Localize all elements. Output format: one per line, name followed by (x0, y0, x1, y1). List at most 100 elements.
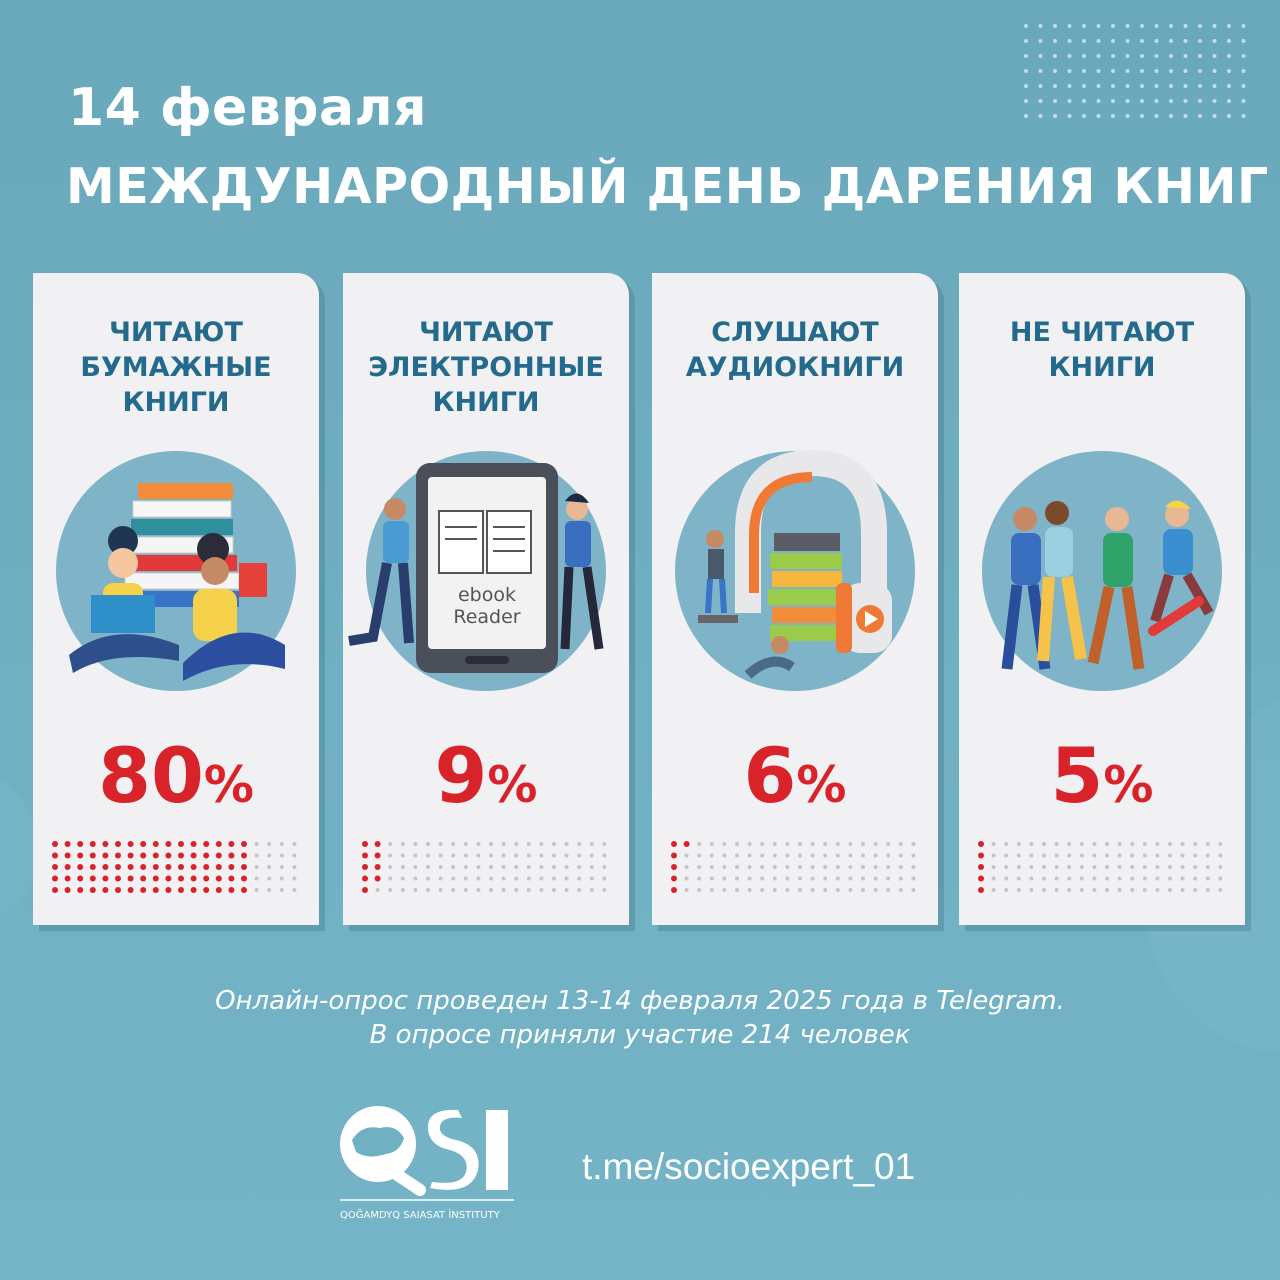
dot-empty (451, 853, 456, 858)
dot-empty (785, 876, 790, 881)
dot-empty (514, 876, 519, 881)
background-dot (1067, 84, 1072, 88)
dot-empty (1092, 888, 1097, 892)
dot-empty (1180, 876, 1185, 881)
dot-empty (684, 888, 689, 892)
dot-empty (760, 853, 765, 858)
card-title: ЧИТАЮТ БУМАЖНЫЕ КНИГИ (80, 317, 272, 418)
dot-empty (1029, 888, 1034, 892)
dot-empty (898, 888, 903, 892)
dot-empty (1117, 876, 1122, 881)
dot-empty (539, 888, 544, 892)
dot-empty (463, 853, 468, 858)
dot-filled (52, 887, 58, 893)
dot-empty (684, 853, 689, 858)
dot-filled (241, 887, 247, 893)
dot-empty (589, 853, 594, 858)
dot-empty (438, 842, 443, 846)
dot-filled (127, 852, 134, 859)
dot-filled (362, 841, 368, 847)
dot-empty (873, 865, 878, 869)
dot-empty (1117, 842, 1122, 846)
dot-empty (279, 876, 284, 881)
dot-filled (89, 875, 96, 882)
background-dot (1024, 54, 1028, 58)
dot-empty (1004, 865, 1009, 869)
background-dot (1241, 24, 1246, 28)
dot-empty (886, 876, 891, 881)
background-dot (1154, 39, 1159, 43)
background-dot (1140, 99, 1144, 103)
background-dot (1053, 99, 1057, 103)
dot-empty (1130, 865, 1135, 869)
dot-empty (426, 876, 430, 881)
background-dot (1038, 99, 1043, 103)
dot-filled (52, 875, 58, 882)
dot-filled (77, 841, 84, 847)
dot-filled (374, 875, 381, 882)
dot-empty (438, 876, 443, 881)
dot-grid-100 (362, 841, 607, 893)
dot-empty (1168, 876, 1172, 881)
dot-empty (1042, 888, 1046, 892)
background-dot (1198, 69, 1202, 73)
dot-empty (501, 888, 506, 892)
page-title: МЕЖДУНАРОДНЫЙ ДЕНЬ ДАРЕНИЯ КНИГ (66, 158, 1269, 215)
dot-empty (451, 888, 456, 892)
dot-empty (267, 876, 272, 881)
dot-empty (539, 842, 544, 846)
dot-filled (89, 852, 96, 859)
dot-empty (760, 876, 765, 881)
dot-empty (514, 842, 519, 846)
background-dot (1053, 84, 1057, 88)
dot-empty (489, 853, 493, 858)
dot-filled (52, 864, 58, 870)
dot-filled (190, 875, 197, 882)
dot-empty (1079, 865, 1084, 869)
dot-empty (1193, 865, 1198, 869)
dot-empty (489, 865, 493, 869)
dot-empty (1117, 865, 1122, 869)
dot-empty (388, 876, 393, 881)
stat-card-non-readers: НЕ ЧИТАЮТ КНИГИ 5% (959, 273, 1245, 925)
dot-empty (552, 865, 556, 869)
dot-empty (1117, 853, 1122, 858)
telegram-link[interactable]: t.me/socioexpert_01 (582, 1146, 916, 1187)
background-dot (1198, 84, 1202, 88)
dot-empty (747, 853, 752, 858)
dot-empty (1054, 876, 1059, 881)
dot-empty (848, 876, 853, 881)
dot-empty (823, 853, 828, 858)
dot-empty (1054, 842, 1059, 846)
dot-filled (152, 887, 159, 893)
stat-card-ebooks: ЧИТАЮТ ЭЛЕКТРОННЫЕ КНИГИ ebook Reader 9% (343, 273, 629, 925)
dot-empty (1029, 853, 1034, 858)
headphones-books-icon (698, 449, 892, 679)
background-dot (1067, 54, 1072, 58)
dot-empty (873, 853, 878, 858)
dot-filled (671, 864, 677, 870)
dot-filled (115, 864, 121, 870)
dot-empty (564, 842, 569, 846)
dot-empty (426, 853, 430, 858)
dot-empty (1130, 853, 1135, 858)
dot-filled (374, 841, 381, 847)
background-dot (1183, 114, 1188, 118)
dot-empty (848, 853, 853, 858)
dot-filled (190, 887, 197, 893)
dot-filled (115, 875, 121, 882)
background-dot (1241, 114, 1246, 118)
dot-empty (810, 853, 815, 858)
background-dot-pattern (1024, 24, 1246, 118)
dot-empty (697, 853, 702, 858)
dot-empty (735, 842, 739, 846)
background-dot (1038, 69, 1043, 73)
dot-empty (747, 842, 752, 846)
background-dot (1169, 99, 1173, 103)
dot-empty (577, 888, 582, 892)
dot-empty (413, 853, 418, 858)
background-dot (1212, 54, 1217, 58)
stat-card-audiobooks: СЛУШАЮТ АУДИОКНИГИ 6% (652, 273, 938, 925)
dot-filled (165, 875, 172, 882)
dot-empty (279, 865, 284, 869)
